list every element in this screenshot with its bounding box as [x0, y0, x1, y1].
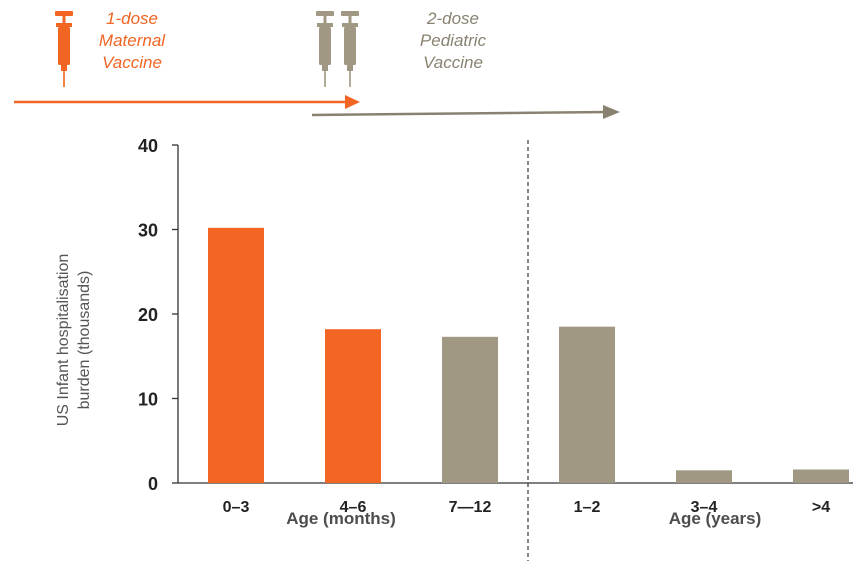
pediatric-coverage-arrow [311, 110, 609, 117]
bar-0 [208, 227, 264, 483]
bar-4 [676, 470, 732, 483]
group-label-years: Age (years) [668, 509, 762, 528]
pediatric-syringe-icon-1 [316, 11, 334, 87]
bar-2 [442, 336, 498, 483]
bar-1 [325, 329, 381, 483]
x-tick-label: 0–3 [223, 499, 250, 516]
x-tick-label: 3–4 [691, 499, 718, 516]
x-tick-label: >4 [812, 499, 830, 516]
pediatric-vaccine-line-2: Pediatric [419, 31, 487, 50]
x-tick-label: 1–2 [574, 499, 601, 516]
maternal-arrow-head [345, 95, 360, 109]
maternal-vaccine-label: 1-dose Maternal Vaccine [82, 8, 182, 74]
bar-5 [793, 469, 849, 483]
maternal-syringe-icon [55, 11, 73, 87]
group-label-months: Age (months) [286, 509, 396, 528]
y-tick-label: 40 [138, 136, 158, 156]
bar-3 [559, 326, 615, 483]
pediatric-vaccine-line-3: Vaccine [423, 53, 483, 72]
x-tick-label: 4–6 [340, 499, 367, 516]
pediatric-syringe-icon-2 [341, 11, 359, 87]
maternal-vaccine-line-1: 1-dose [106, 9, 158, 28]
y-tick-label: 20 [138, 305, 158, 325]
y-axis-label-line-2: burden (thousands) [76, 270, 93, 410]
y-axis-label: US Infant hospitalisation burden (thousa… [53, 254, 95, 427]
maternal-vaccine-line-3: Vaccine [102, 53, 162, 72]
y-tick-label: 10 [138, 390, 158, 410]
x-tick-label: 7—12 [449, 499, 492, 516]
pediatric-arrow-head [603, 105, 620, 119]
y-tick-label: 0 [148, 474, 158, 494]
y-axis-label-line-1: US Infant hospitalisation [55, 253, 72, 427]
y-tick-label: 30 [138, 221, 158, 241]
pediatric-vaccine-label: 2-dose Pediatric Vaccine [398, 8, 508, 74]
pediatric-vaccine-line-1: 2-dose [427, 9, 479, 28]
maternal-vaccine-line-2: Maternal [98, 31, 166, 50]
